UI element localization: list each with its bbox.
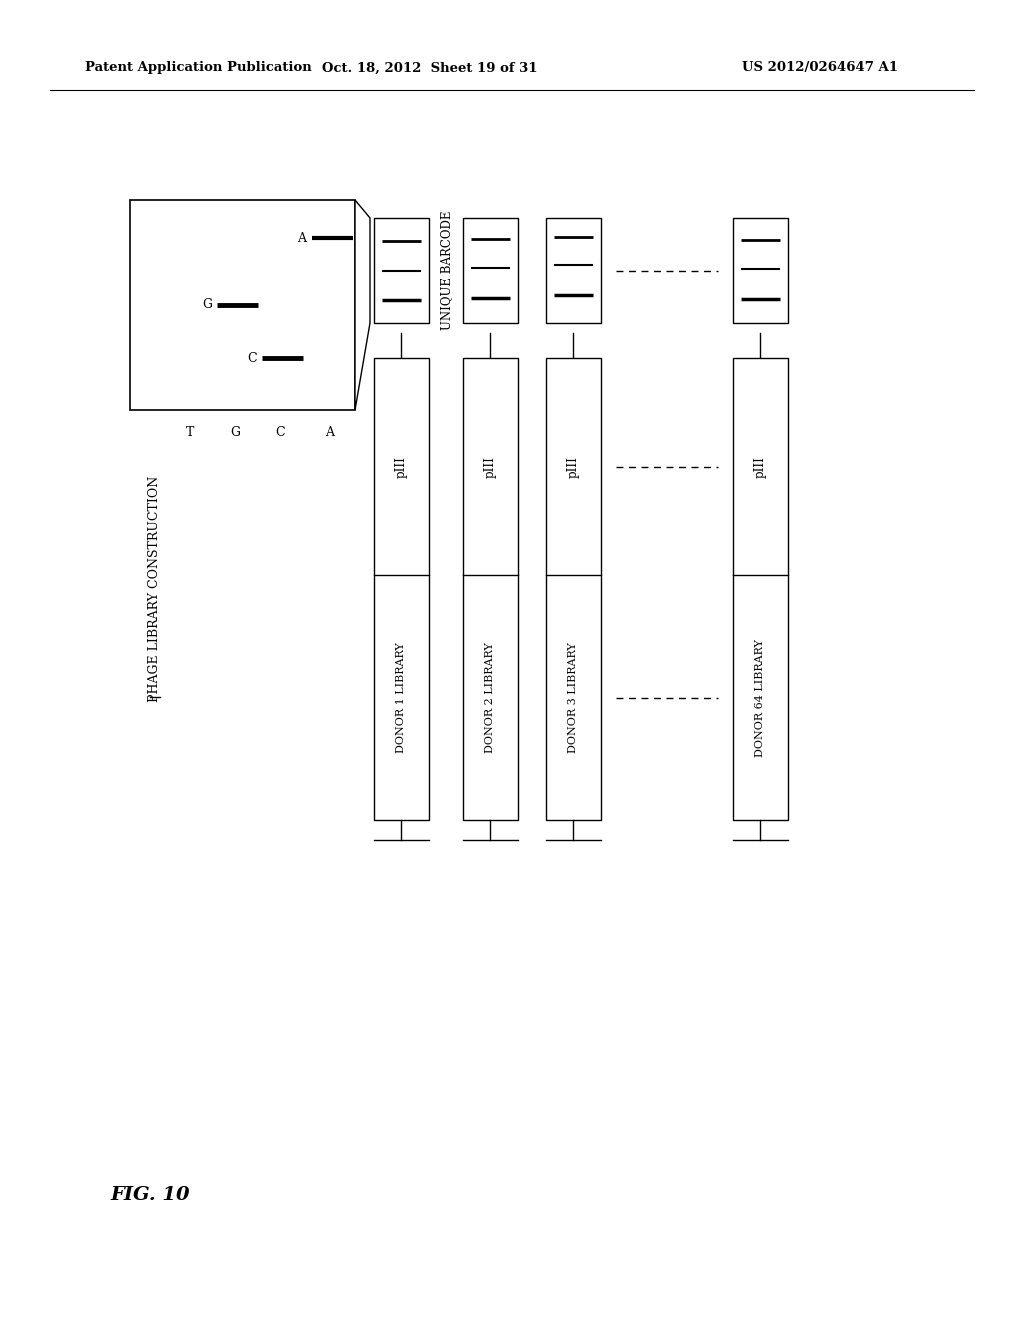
Bar [463,218,517,323]
Text: US 2012/0264647 A1: US 2012/0264647 A1 [742,62,898,74]
Text: A: A [298,231,306,244]
Text: C: C [275,425,285,438]
Bar [546,218,600,323]
Bar [130,201,355,411]
Text: DONOR 64 LIBRARY: DONOR 64 LIBRARY [755,639,765,756]
Text: UNIQUE BARCODE: UNIQUE BARCODE [440,211,454,330]
Text: G: G [230,425,240,438]
Text: pIII: pIII [566,455,580,478]
Bar [732,218,787,323]
Text: T: T [185,425,195,438]
Text: DONOR 3 LIBRARY: DONOR 3 LIBRARY [568,643,578,752]
Text: Oct. 18, 2012  Sheet 19 of 31: Oct. 18, 2012 Sheet 19 of 31 [323,62,538,74]
Polygon shape [355,201,370,411]
Bar [463,358,517,820]
Text: PHAGE LIBRARY CONSTRUCTION: PHAGE LIBRARY CONSTRUCTION [148,477,162,702]
Bar [546,358,600,820]
Text: pIII: pIII [754,455,767,478]
Text: A: A [325,425,334,438]
Bar [374,358,428,820]
Text: FIG. 10: FIG. 10 [110,1185,189,1204]
Bar [374,218,428,323]
Text: G: G [202,298,212,312]
Text: DONOR 2 LIBRARY: DONOR 2 LIBRARY [485,643,495,752]
Text: DONOR 1 LIBRARY: DONOR 1 LIBRARY [396,643,406,752]
Text: C: C [248,351,257,364]
Text: Patent Application Publication: Patent Application Publication [85,62,311,74]
Bar [732,358,787,820]
Text: pIII: pIII [394,455,408,478]
Text: pIII: pIII [483,455,497,478]
